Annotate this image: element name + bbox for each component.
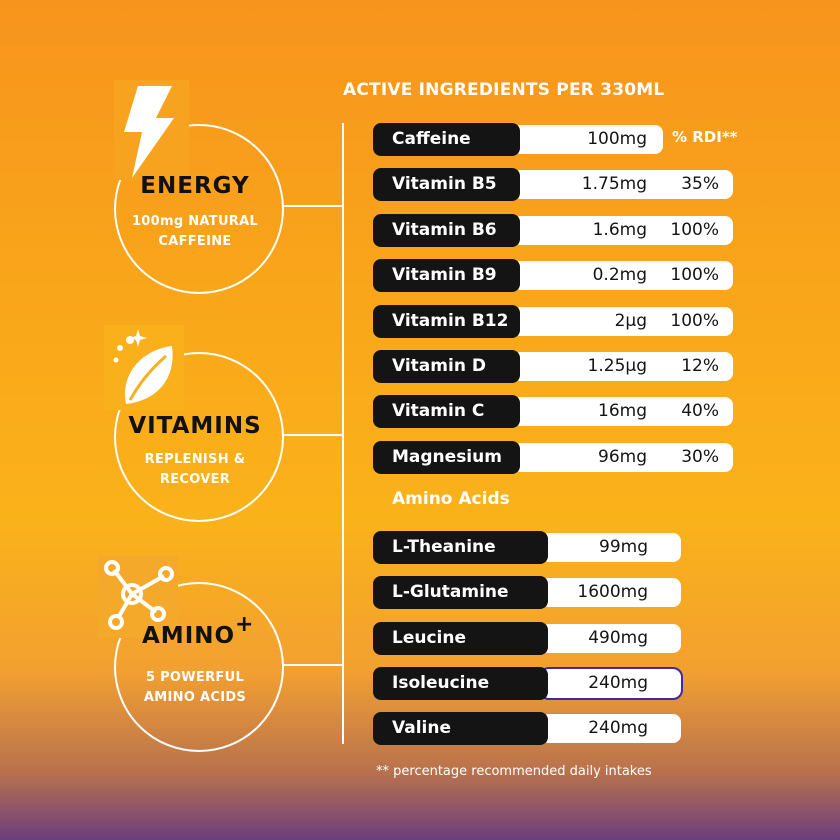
- ingredient-amount: 100mg: [587, 129, 647, 149]
- leaf-sparkle-icon: [113, 329, 173, 404]
- connector-energy: [283, 205, 343, 207]
- amino-subtitle-2: AMINO ACIDS: [143, 690, 247, 705]
- connector-vertical-line: [342, 123, 344, 744]
- amino-amount: 490mg: [588, 628, 648, 648]
- ingredient-name: Vitamin D: [373, 350, 520, 383]
- value-pill: [541, 533, 681, 562]
- amino-row-l-glutamine: L-Glutamine 1600mg: [373, 576, 681, 609]
- ingredient-row-magnesium: Magnesium 96mg 30%: [373, 441, 733, 474]
- ingredient-amount: 16mg: [598, 401, 647, 421]
- value-pill: [513, 307, 733, 336]
- ingredient-row-vitamin-b9: Vitamin B9 0.2mg 100%: [373, 259, 733, 292]
- value-pill: [513, 216, 733, 245]
- value-pill: [513, 261, 733, 290]
- ingredient-row-vitamin-c: Vitamin C 16mg 40%: [373, 395, 733, 428]
- amino-title-text: AMINO: [142, 623, 236, 649]
- ingredient-name: Vitamin B5: [373, 168, 520, 201]
- value-pill: [513, 170, 733, 199]
- amino-acids-heading: Amino Acids: [392, 489, 510, 509]
- ingredient-rdi: 35%: [681, 174, 719, 194]
- value-pill: [541, 714, 681, 743]
- value-pill: [513, 397, 733, 426]
- ingredient-amount: 1.6mg: [592, 220, 647, 240]
- ingredient-row-vitamin-b6: Vitamin B6 1.6mg 100%: [373, 214, 733, 247]
- amino-name: Leucine: [373, 622, 548, 655]
- rdi-header: % RDI**: [672, 128, 738, 146]
- ingredient-row-vitamin-b12: Vitamin B12 2μg 100%: [373, 305, 733, 338]
- ingredient-name: Vitamin B9: [373, 259, 520, 292]
- vitamins-subtitle-2: RECOVER: [159, 472, 231, 487]
- value-pill: [541, 624, 681, 653]
- amino-name: Valine: [373, 712, 548, 745]
- amino-amount: 240mg: [588, 718, 648, 738]
- molecule-icon: [104, 560, 174, 630]
- value-pill: [513, 125, 663, 154]
- connector-vitamins: [283, 434, 343, 436]
- ingredient-rdi: 100%: [670, 311, 719, 331]
- ingredient-name: Vitamin B12: [373, 305, 520, 338]
- ingredient-rdi: 12%: [681, 356, 719, 376]
- vitamins-subtitle-1: REPLENISH &: [144, 452, 246, 467]
- vitamins-circle: [114, 352, 284, 522]
- amino-subtitle-1: 5 POWERFUL: [145, 670, 245, 685]
- section-heading: ACTIVE INGREDIENTS PER 330ML: [343, 80, 665, 100]
- amino-row-valine: Valine 240mg: [373, 712, 681, 745]
- ingredient-name: Magnesium: [373, 441, 520, 474]
- energy-title: ENERGY: [140, 173, 250, 199]
- energy-subtitle-1: 100mg NATURAL: [131, 214, 259, 229]
- amino-name: L-Theanine: [373, 531, 548, 564]
- value-pill: [539, 667, 683, 700]
- ingredient-amount: 1.75mg: [581, 174, 647, 194]
- amino-circle: [114, 582, 284, 752]
- value-pill: [541, 578, 681, 607]
- ingredient-name: Vitamin B6: [373, 214, 520, 247]
- ingredient-amount: 1.25μg: [587, 356, 647, 376]
- amino-name: L-Glutamine: [373, 576, 548, 609]
- ingredient-amount: 96mg: [598, 447, 647, 467]
- amino-amount: 240mg: [588, 673, 648, 693]
- energy-circle: [114, 124, 284, 294]
- connector-amino: [283, 664, 343, 666]
- amino-row-l-theanine: L-Theanine 99mg: [373, 531, 681, 564]
- amino-title: AMINO+: [142, 612, 253, 649]
- ingredient-row-caffeine: Caffeine 100mg: [373, 123, 663, 156]
- amino-row-leucine: Leucine 490mg: [373, 622, 681, 655]
- ingredient-rdi: 100%: [670, 265, 719, 285]
- value-pill: [513, 352, 733, 381]
- energy-subtitle-2: CAFFEINE: [158, 234, 232, 249]
- lightning-bolt-icon: [124, 86, 174, 178]
- amino-title-plus: +: [235, 612, 255, 637]
- ingredient-name: Caffeine: [373, 123, 520, 156]
- ingredient-row-vitamin-d: Vitamin D 1.25μg 12%: [373, 350, 733, 383]
- ingredient-name: Vitamin C: [373, 395, 520, 428]
- amino-amount: 1600mg: [577, 582, 648, 602]
- amino-amount: 99mg: [599, 537, 648, 557]
- footnote: ** percentage recommended daily intakes: [376, 764, 652, 779]
- ingredient-rdi: 30%: [681, 447, 719, 467]
- ingredient-rdi: 100%: [670, 220, 719, 240]
- ingredient-row-vitamin-b5: Vitamin B5 1.75mg 35%: [373, 168, 733, 201]
- amino-row-isoleucine: Isoleucine 240mg: [373, 667, 683, 700]
- amino-name: Isoleucine: [373, 667, 548, 700]
- value-pill: [513, 443, 733, 472]
- vitamins-title: VITAMINS: [128, 413, 262, 439]
- ingredient-rdi: 40%: [681, 401, 719, 421]
- ingredient-amount: 2μg: [614, 311, 647, 331]
- ingredient-amount: 0.2mg: [592, 265, 647, 285]
